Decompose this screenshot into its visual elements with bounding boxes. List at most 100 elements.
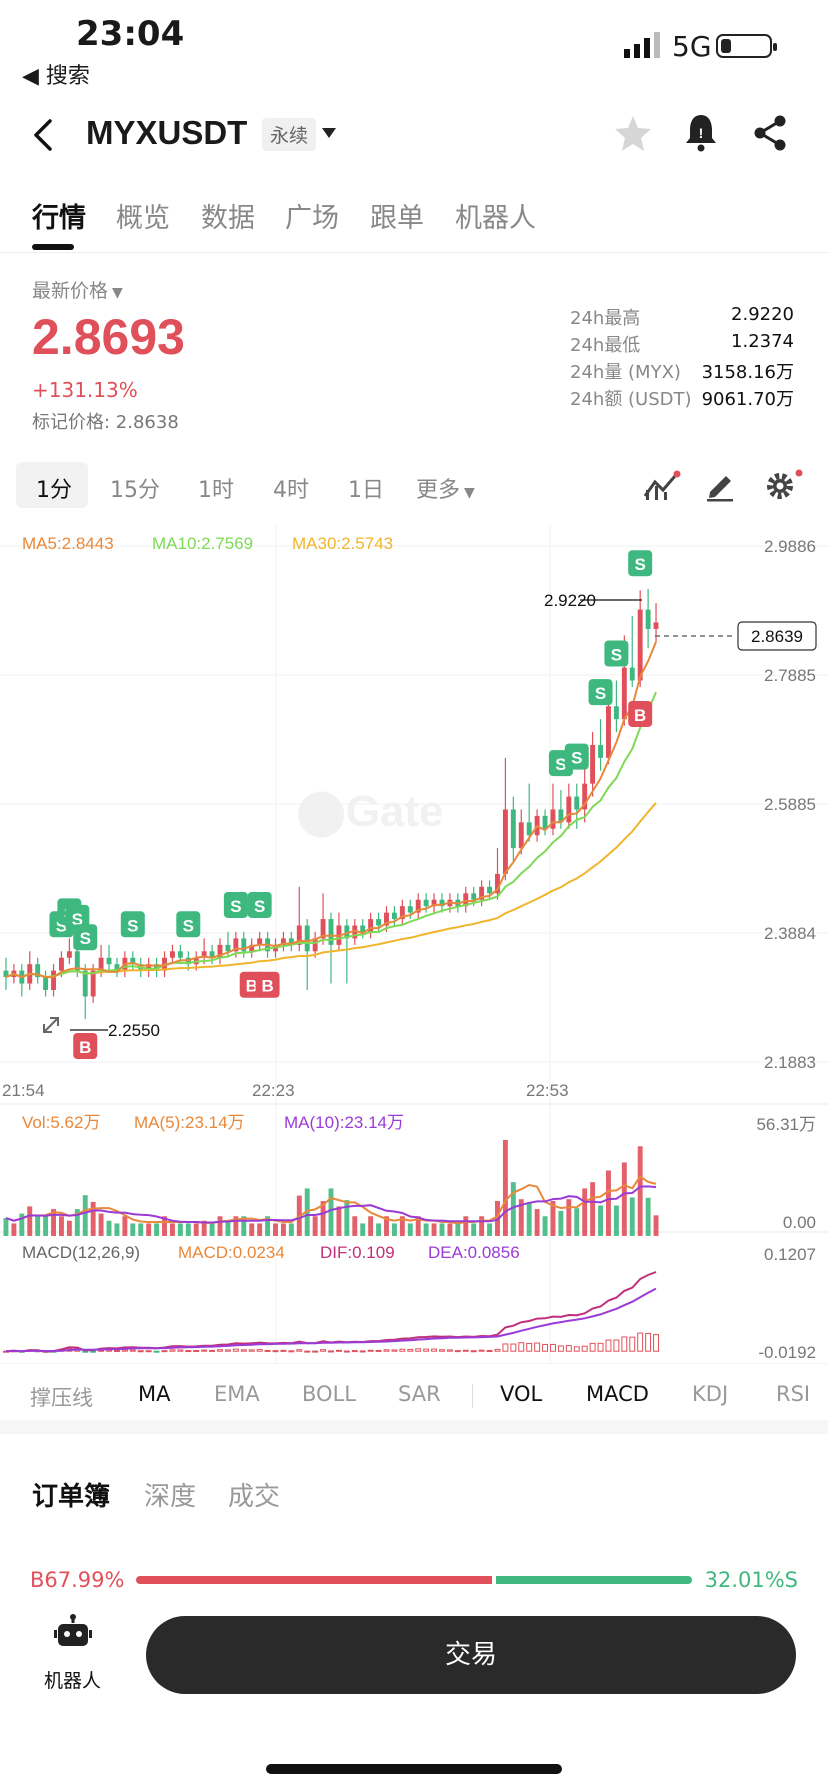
period-1m[interactable]: 1分: [36, 478, 72, 503]
candle-body: [288, 938, 294, 945]
volume-bar: [225, 1220, 231, 1236]
macd-histogram-bar: [653, 1334, 659, 1352]
tab-market[interactable]: 行情: [32, 203, 86, 234]
macd-histogram-bar: [581, 1345, 588, 1352]
volume-bar: [59, 1216, 64, 1236]
macd-histogram-bar: [391, 1349, 398, 1352]
candle-body: [90, 970, 96, 997]
star-icon[interactable]: [614, 114, 652, 152]
price-alert-bell-icon[interactable]: !: [684, 112, 718, 152]
drawing-tool-icon[interactable]: [704, 470, 736, 502]
candle-body: [653, 622, 659, 629]
macd-histogram-bar: [193, 1350, 200, 1353]
candle-body: [106, 957, 112, 965]
period-1h[interactable]: 1时: [198, 478, 234, 503]
candle-body: [439, 899, 445, 907]
mark-price: 标记价格: 2.8638: [32, 412, 179, 433]
tab-overview[interactable]: 概览: [116, 203, 170, 234]
indicator-ma[interactable]: MA: [138, 1382, 171, 1406]
expand-chart-icon[interactable]: [34, 1008, 68, 1042]
macd-histogram-bar: [343, 1350, 350, 1353]
volume-bar: [598, 1205, 603, 1236]
robot-icon[interactable]: [54, 1614, 92, 1654]
indicator-rsi[interactable]: RSI: [776, 1382, 811, 1406]
section-separator: [0, 1420, 828, 1434]
macd-histogram-bar: [113, 1350, 120, 1353]
period-15m[interactable]: 15分: [110, 478, 160, 503]
indicator-support-resistance[interactable]: 撑压线: [30, 1386, 93, 1410]
vol-ma5-label: MA(5):23.14万: [134, 1113, 245, 1132]
volume-bar: [653, 1215, 659, 1236]
share-icon[interactable]: [752, 114, 788, 152]
tab-square[interactable]: 广场: [285, 203, 339, 234]
volume-bar: [3, 1218, 9, 1236]
candle-body: [82, 970, 88, 997]
indicator-settings-icon[interactable]: [642, 470, 682, 502]
candle-body: [241, 938, 247, 952]
tab-bots[interactable]: 机器人: [455, 203, 536, 234]
macd-histogram-bar: [201, 1349, 208, 1352]
indicator-ema[interactable]: EMA: [214, 1382, 260, 1406]
svg-text:S: S: [56, 916, 67, 935]
ma5-line: [5, 641, 657, 979]
macd-histogram-bar: [621, 1336, 628, 1352]
macd-histogram-bar: [557, 1345, 564, 1352]
robot-label[interactable]: 机器人: [44, 1670, 102, 1692]
trade-button[interactable]: 交易: [146, 1616, 796, 1694]
period-4h[interactable]: 4时: [273, 478, 309, 503]
svg-text:S: S: [230, 897, 241, 916]
contract-type-tag[interactable]: 永续: [262, 118, 317, 151]
candle-body: [51, 970, 56, 990]
volume-bar: [98, 1213, 104, 1236]
indicator-sar[interactable]: SAR: [398, 1382, 441, 1406]
macd-histogram-bar: [351, 1350, 358, 1353]
macd-min-label: -0.0192: [758, 1343, 816, 1362]
macd-histogram-bar: [565, 1345, 572, 1352]
macd-max-label: 0.1207: [764, 1245, 816, 1264]
tab-copy-trading[interactable]: 跟单: [370, 203, 424, 234]
y-tick-5: 2.1883: [764, 1053, 816, 1072]
period-more[interactable]: 更多 ▼: [416, 478, 475, 503]
candle-body: [629, 667, 635, 681]
indicator-boll[interactable]: BOLL: [302, 1382, 356, 1406]
tab-trades[interactable]: 成交: [228, 1482, 281, 1512]
volume-bar: [154, 1223, 160, 1236]
indicator-vol[interactable]: VOL: [500, 1382, 543, 1406]
period-1d[interactable]: 1日: [348, 478, 384, 503]
x-tick-2: 22:23: [252, 1081, 295, 1100]
buy-marker: B: [73, 1032, 98, 1059]
back-arrow-icon[interactable]: [30, 118, 56, 152]
nav-divider: [0, 252, 828, 253]
svg-text:S: S: [555, 755, 566, 774]
candle-body: [304, 925, 310, 952]
back-to-search-link[interactable]: ◀ 搜索: [22, 64, 90, 89]
svg-text:S: S: [254, 897, 265, 916]
battery-icon: [716, 34, 777, 58]
candlestick-chart[interactable]: ⬤Gate BBBBSSSSSSSSSSSSS MA5:2.8443 MA10:…: [0, 524, 828, 1364]
vol-ma10-label: MA(10):23.14万: [284, 1113, 404, 1132]
symbol-title[interactable]: MYXUSDT: [86, 114, 248, 151]
svg-text:S: S: [571, 749, 582, 768]
stat-label-turnover: 24h额 (USDT): [570, 389, 692, 410]
candle-body: [344, 925, 350, 939]
volume-bar: [447, 1223, 453, 1236]
volume-bar: [280, 1223, 286, 1236]
volume-bar: [304, 1188, 310, 1236]
indicator-kdj[interactable]: KDJ: [692, 1382, 729, 1406]
chart-settings-gear-icon[interactable]: [764, 468, 804, 504]
sell-marker: S: [73, 924, 98, 951]
tab-orderbook[interactable]: 订单簿: [32, 1482, 111, 1512]
macd-histogram-bar: [90, 1350, 97, 1353]
price-change-percent: +131.13%: [32, 378, 138, 402]
buy-marker: B: [628, 700, 653, 727]
volume-bar: [273, 1223, 278, 1236]
tab-depth[interactable]: 深度: [144, 1482, 197, 1512]
candle-body: [74, 951, 80, 971]
chevron-down-icon[interactable]: [320, 126, 338, 140]
macd-histogram-bar: [439, 1349, 445, 1352]
indicator-macd[interactable]: MACD: [586, 1382, 649, 1406]
svg-text:B: B: [634, 706, 646, 725]
tab-data[interactable]: 数据: [201, 203, 255, 234]
macd-histogram-bar: [296, 1349, 303, 1352]
last-price-label[interactable]: 最新价格 ▼: [32, 280, 123, 302]
